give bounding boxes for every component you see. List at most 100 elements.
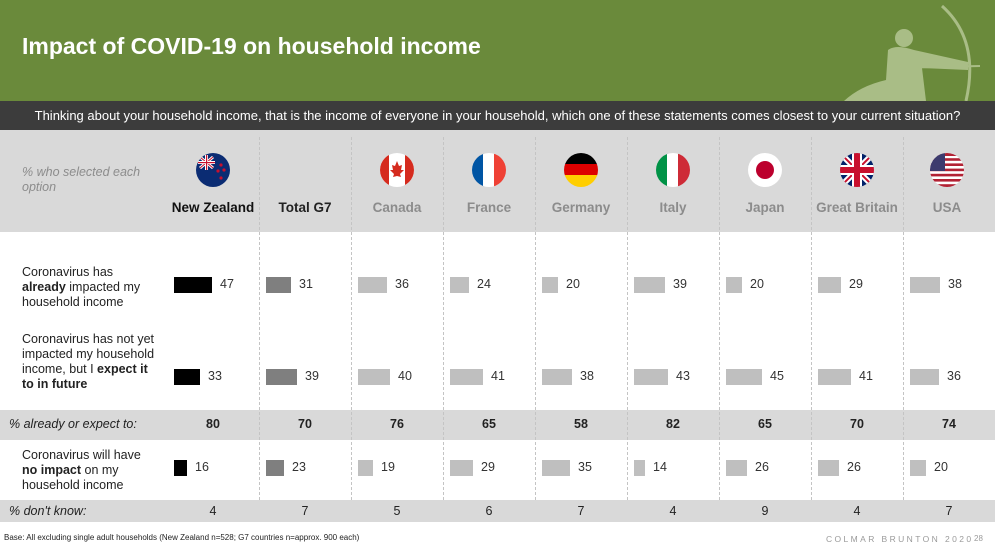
row-label-no-impact: Coronavirus will have no impact on my ho… — [22, 448, 141, 492]
summary-value-dont_know: 6 — [485, 504, 493, 518]
row-label-already: Coronavirus has already impacted my hous… — [22, 265, 141, 309]
summary-value-already_or_expect: 65 — [758, 417, 772, 431]
country-label: Germany — [551, 200, 611, 215]
bar-value-label: 20 — [750, 277, 764, 291]
country-label: Total G7 — [278, 200, 332, 215]
summary-value-dont_know: 4 — [669, 504, 677, 518]
bar-value-label: 33 — [208, 369, 222, 383]
bar-value-label: 36 — [395, 277, 409, 291]
bar-value-label: 39 — [305, 369, 319, 383]
bar-value-label: 41 — [491, 369, 505, 383]
bar-value-label: 26 — [847, 460, 861, 474]
header-banner: Impact of COVID-19 on household income — [0, 0, 995, 101]
summary-value-already_or_expect: 74 — [942, 417, 956, 431]
bar-value-label: 38 — [580, 369, 594, 383]
bar-expect-canada — [358, 369, 390, 385]
column-header-total-g7: Total G7 — [259, 130, 351, 232]
country-label: France — [466, 200, 512, 215]
bar-value-label: 16 — [195, 460, 209, 474]
summary-value-already_or_expect: 70 — [298, 417, 312, 431]
bar-no_impact-total-g7 — [266, 460, 284, 476]
summary-value-dont_know: 7 — [577, 504, 585, 518]
japan-flag-icon — [748, 153, 782, 187]
bar-no_impact-japan — [726, 460, 747, 476]
summary-value-already_or_expect: 70 — [850, 417, 864, 431]
usa-flag-icon — [930, 153, 964, 187]
summary-value-dont_know: 7 — [945, 504, 953, 518]
page-number: 28 — [974, 534, 983, 543]
bar-expect-total-g7 — [266, 369, 297, 385]
bar-value-label: 43 — [676, 369, 690, 383]
bar-value-label: 38 — [948, 277, 962, 291]
bar-no_impact-germany — [542, 460, 570, 476]
bar-expect-italy — [634, 369, 668, 385]
bar-expect-usa — [910, 369, 939, 385]
bar-expect-japan — [726, 369, 762, 385]
bar-already-canada — [358, 277, 387, 293]
column-header-usa: USA — [903, 130, 991, 232]
brand-footer: COLMAR BRUNTON 2020 — [826, 534, 974, 544]
summary-value-already_or_expect: 80 — [206, 417, 220, 431]
new-zealand-flag-icon — [196, 153, 230, 187]
bar-already-total-g7 — [266, 277, 291, 293]
bar-already-italy — [634, 277, 665, 293]
bar-value-label: 47 — [220, 277, 234, 291]
summary-value-already_or_expect: 76 — [390, 417, 404, 431]
summary-value-dont_know: 7 — [301, 504, 309, 518]
bar-value-label: 26 — [755, 460, 769, 474]
column-separator — [443, 137, 444, 500]
summary-value-already_or_expect: 58 — [574, 417, 588, 431]
summary-value-already_or_expect: 82 — [666, 417, 680, 431]
country-label: USA — [932, 200, 962, 215]
row-label-expect: Coronavirus has not yet impacted my hous… — [22, 332, 155, 391]
column-header-canada: Canada — [351, 130, 443, 232]
bar-no_impact-new-zealand — [174, 460, 187, 476]
column-separator — [903, 137, 904, 500]
summary-value-dont_know: 4 — [853, 504, 861, 518]
bar-value-label: 20 — [934, 460, 948, 474]
column-header-great-britain: Great Britain — [811, 130, 903, 232]
bar-value-label: 39 — [673, 277, 687, 291]
bar-no_impact-canada — [358, 460, 373, 476]
base-footnote: Base: All excluding single adult househo… — [4, 533, 360, 542]
country-label: Italy — [659, 200, 687, 215]
germany-flag-icon — [564, 153, 598, 187]
bar-value-label: 41 — [859, 369, 873, 383]
column-header-new-zealand: New Zealand — [167, 130, 259, 232]
bar-already-new-zealand — [174, 277, 212, 293]
bar-expect-france — [450, 369, 483, 385]
bar-already-germany — [542, 277, 558, 293]
bar-value-label: 29 — [481, 460, 495, 474]
bar-value-label: 23 — [292, 460, 306, 474]
italy-flag-icon — [656, 153, 690, 187]
summary-value-dont_know: 9 — [761, 504, 769, 518]
country-label: Canada — [372, 200, 422, 215]
summary-label-dont-know: % don't know: — [9, 504, 87, 518]
bar-value-label: 31 — [299, 277, 313, 291]
canada-flag-icon — [380, 153, 414, 187]
summary-value-dont_know: 4 — [209, 504, 217, 518]
bar-expect-great-britain — [818, 369, 851, 385]
country-label: New Zealand — [171, 200, 255, 215]
bar-value-label: 45 — [770, 369, 784, 383]
column-header-italy: Italy — [627, 130, 719, 232]
bar-value-label: 40 — [398, 369, 412, 383]
summary-band-dont-know — [0, 500, 995, 522]
bar-no_impact-france — [450, 460, 473, 476]
column-separator — [627, 137, 628, 500]
column-separator — [351, 137, 352, 500]
bar-expect-new-zealand — [174, 369, 200, 385]
bar-expect-germany — [542, 369, 572, 385]
bar-already-great-britain — [818, 277, 841, 293]
question-text: Thinking about your household income, th… — [0, 101, 995, 130]
archer-logo-icon — [844, 4, 981, 101]
bar-no_impact-usa — [910, 460, 926, 476]
bar-value-label: 14 — [653, 460, 667, 474]
bar-no_impact-italy — [634, 460, 645, 476]
summary-band-already-or-expect — [0, 410, 995, 440]
column-separator — [535, 137, 536, 500]
column-header-france: France — [443, 130, 535, 232]
bar-value-label: 36 — [947, 369, 961, 383]
bar-no_impact-great-britain — [818, 460, 839, 476]
bar-value-label: 24 — [477, 277, 491, 291]
